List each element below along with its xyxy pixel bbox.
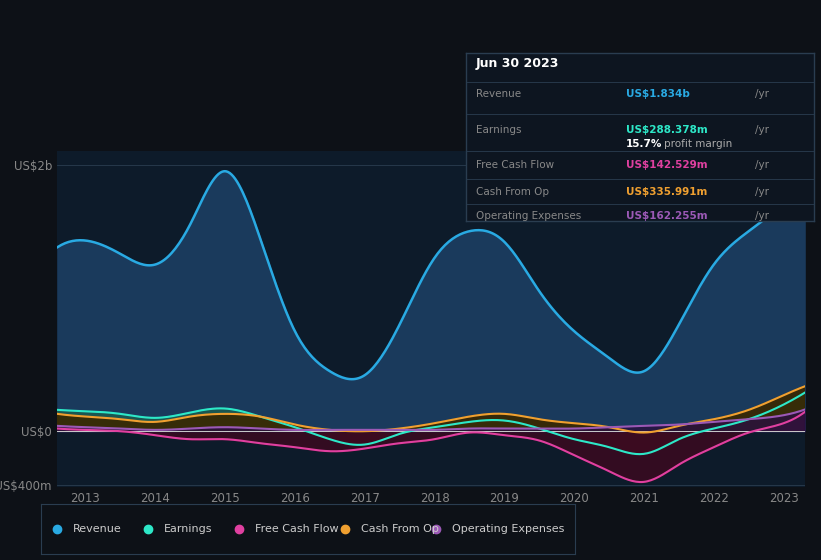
Text: Earnings: Earnings (164, 524, 213, 534)
Text: Operating Expenses: Operating Expenses (452, 524, 564, 534)
Text: /yr: /yr (755, 187, 769, 197)
Text: /yr: /yr (755, 90, 769, 99)
Text: US$142.529m: US$142.529m (626, 160, 708, 170)
Text: Operating Expenses: Operating Expenses (476, 211, 581, 221)
Text: profit margin: profit margin (664, 139, 732, 149)
Text: Free Cash Flow: Free Cash Flow (255, 524, 338, 534)
Text: /yr: /yr (755, 160, 769, 170)
Text: /yr: /yr (755, 211, 769, 221)
Text: US$335.991m: US$335.991m (626, 187, 708, 197)
Text: US$288.378m: US$288.378m (626, 125, 708, 136)
Text: /yr: /yr (755, 125, 769, 136)
Text: Revenue: Revenue (476, 90, 521, 99)
Text: Earnings: Earnings (476, 125, 521, 136)
Text: 15.7%: 15.7% (626, 139, 663, 149)
Text: US$162.255m: US$162.255m (626, 211, 708, 221)
Text: Free Cash Flow: Free Cash Flow (476, 160, 554, 170)
Text: Jun 30 2023: Jun 30 2023 (476, 57, 559, 70)
Text: Cash From Op: Cash From Op (361, 524, 439, 534)
Text: Revenue: Revenue (73, 524, 122, 534)
Text: Cash From Op: Cash From Op (476, 187, 549, 197)
Text: US$1.834b: US$1.834b (626, 90, 690, 99)
